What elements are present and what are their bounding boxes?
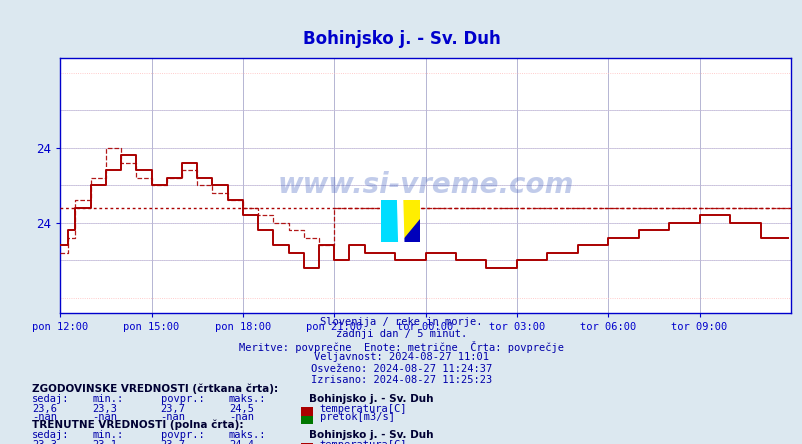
- Text: zadnji dan / 5 minut.: zadnji dan / 5 minut.: [335, 329, 467, 339]
- Text: 23,6: 23,6: [32, 404, 57, 414]
- Text: Bohinjsko j. - Sv. Duh: Bohinjsko j. - Sv. Duh: [309, 394, 433, 404]
- Text: 23,7: 23,7: [160, 440, 185, 444]
- Text: maks.:: maks.:: [229, 394, 266, 404]
- Text: 24,4: 24,4: [229, 440, 253, 444]
- Text: -nan: -nan: [32, 412, 57, 423]
- Text: Meritve: povprečne  Enote: metrične  Črta: povprečje: Meritve: povprečne Enote: metrične Črta:…: [239, 341, 563, 353]
- Text: sedaj:: sedaj:: [32, 394, 70, 404]
- Text: -nan: -nan: [160, 412, 185, 423]
- Text: maks.:: maks.:: [229, 430, 266, 440]
- Polygon shape: [400, 219, 419, 242]
- Text: temperatura[C]: temperatura[C]: [319, 440, 407, 444]
- Text: -nan: -nan: [229, 412, 253, 423]
- Polygon shape: [397, 200, 403, 242]
- Text: min.:: min.:: [92, 394, 124, 404]
- Text: sedaj:: sedaj:: [32, 430, 70, 440]
- Text: 23,1: 23,1: [92, 440, 117, 444]
- Text: pretok[m3/s]: pretok[m3/s]: [319, 412, 394, 423]
- Text: povpr.:: povpr.:: [160, 394, 204, 404]
- Text: min.:: min.:: [92, 430, 124, 440]
- Text: -nan: -nan: [92, 412, 117, 423]
- Text: 23,7: 23,7: [160, 404, 185, 414]
- Bar: [381, 200, 400, 242]
- Text: www.si-vreme.com: www.si-vreme.com: [277, 171, 573, 199]
- Text: Izrisano: 2024-08-27 11:25:23: Izrisano: 2024-08-27 11:25:23: [310, 375, 492, 385]
- Text: temperatura[C]: temperatura[C]: [319, 404, 407, 414]
- Text: Slovenija / reke in morje.: Slovenija / reke in morje.: [320, 317, 482, 328]
- Text: 23,3: 23,3: [32, 440, 57, 444]
- Text: povpr.:: povpr.:: [160, 430, 204, 440]
- Text: Bohinjsko j. - Sv. Duh: Bohinjsko j. - Sv. Duh: [309, 430, 433, 440]
- Text: TRENUTNE VREDNOSTI (polna črta):: TRENUTNE VREDNOSTI (polna črta):: [32, 420, 243, 430]
- Text: Osveženo: 2024-08-27 11:24:37: Osveženo: 2024-08-27 11:24:37: [310, 364, 492, 374]
- Text: ZGODOVINSKE VREDNOSTI (črtkana črta):: ZGODOVINSKE VREDNOSTI (črtkana črta):: [32, 383, 278, 394]
- Text: 24,5: 24,5: [229, 404, 253, 414]
- Text: Bohinjsko j. - Sv. Duh: Bohinjsko j. - Sv. Duh: [302, 30, 500, 48]
- Text: 23,3: 23,3: [92, 404, 117, 414]
- Text: Veljavnost: 2024-08-27 11:01: Veljavnost: 2024-08-27 11:01: [314, 352, 488, 362]
